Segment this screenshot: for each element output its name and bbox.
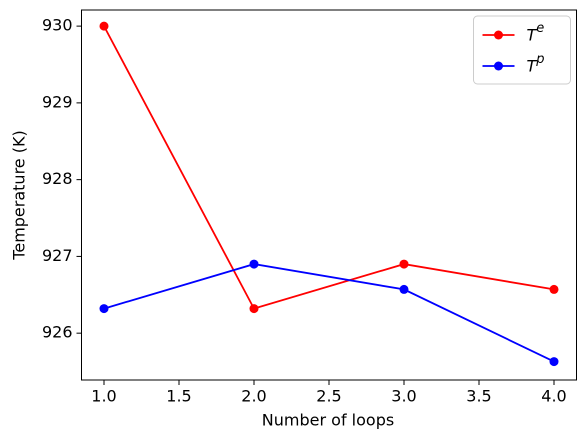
y-tick-label: 927 [42,246,73,265]
x-tick-label: 2.5 [316,387,341,406]
data-point [549,357,559,367]
y-tick-label: 929 [42,92,73,111]
data-point [399,284,409,294]
data-point [399,259,409,269]
x-tick-label: 4.0 [541,387,566,406]
data-point [99,21,109,31]
plot-frame [81,9,577,381]
x-axis-label: Number of loops [262,411,394,430]
x-tick-label: 3.5 [466,387,491,406]
x-tick-label: 3.0 [391,387,416,406]
data-point [249,259,259,269]
y-tick-label: 926 [42,323,73,342]
y-tick-label: 928 [42,169,73,188]
legend-marker [494,61,503,71]
series-line [103,25,555,310]
x-tick-label: 1.5 [166,387,191,406]
y-axis-label: Temperature (K) [10,130,29,260]
legend-box [473,15,571,85]
data-point [99,304,109,314]
x-tick-label: 1.0 [91,387,116,406]
data-point [249,304,259,314]
data-point [549,284,559,294]
x-tick-label: 2.0 [241,387,266,406]
legend-marker [494,30,503,40]
y-tick-label: 930 [42,16,73,35]
series-line [103,263,555,363]
